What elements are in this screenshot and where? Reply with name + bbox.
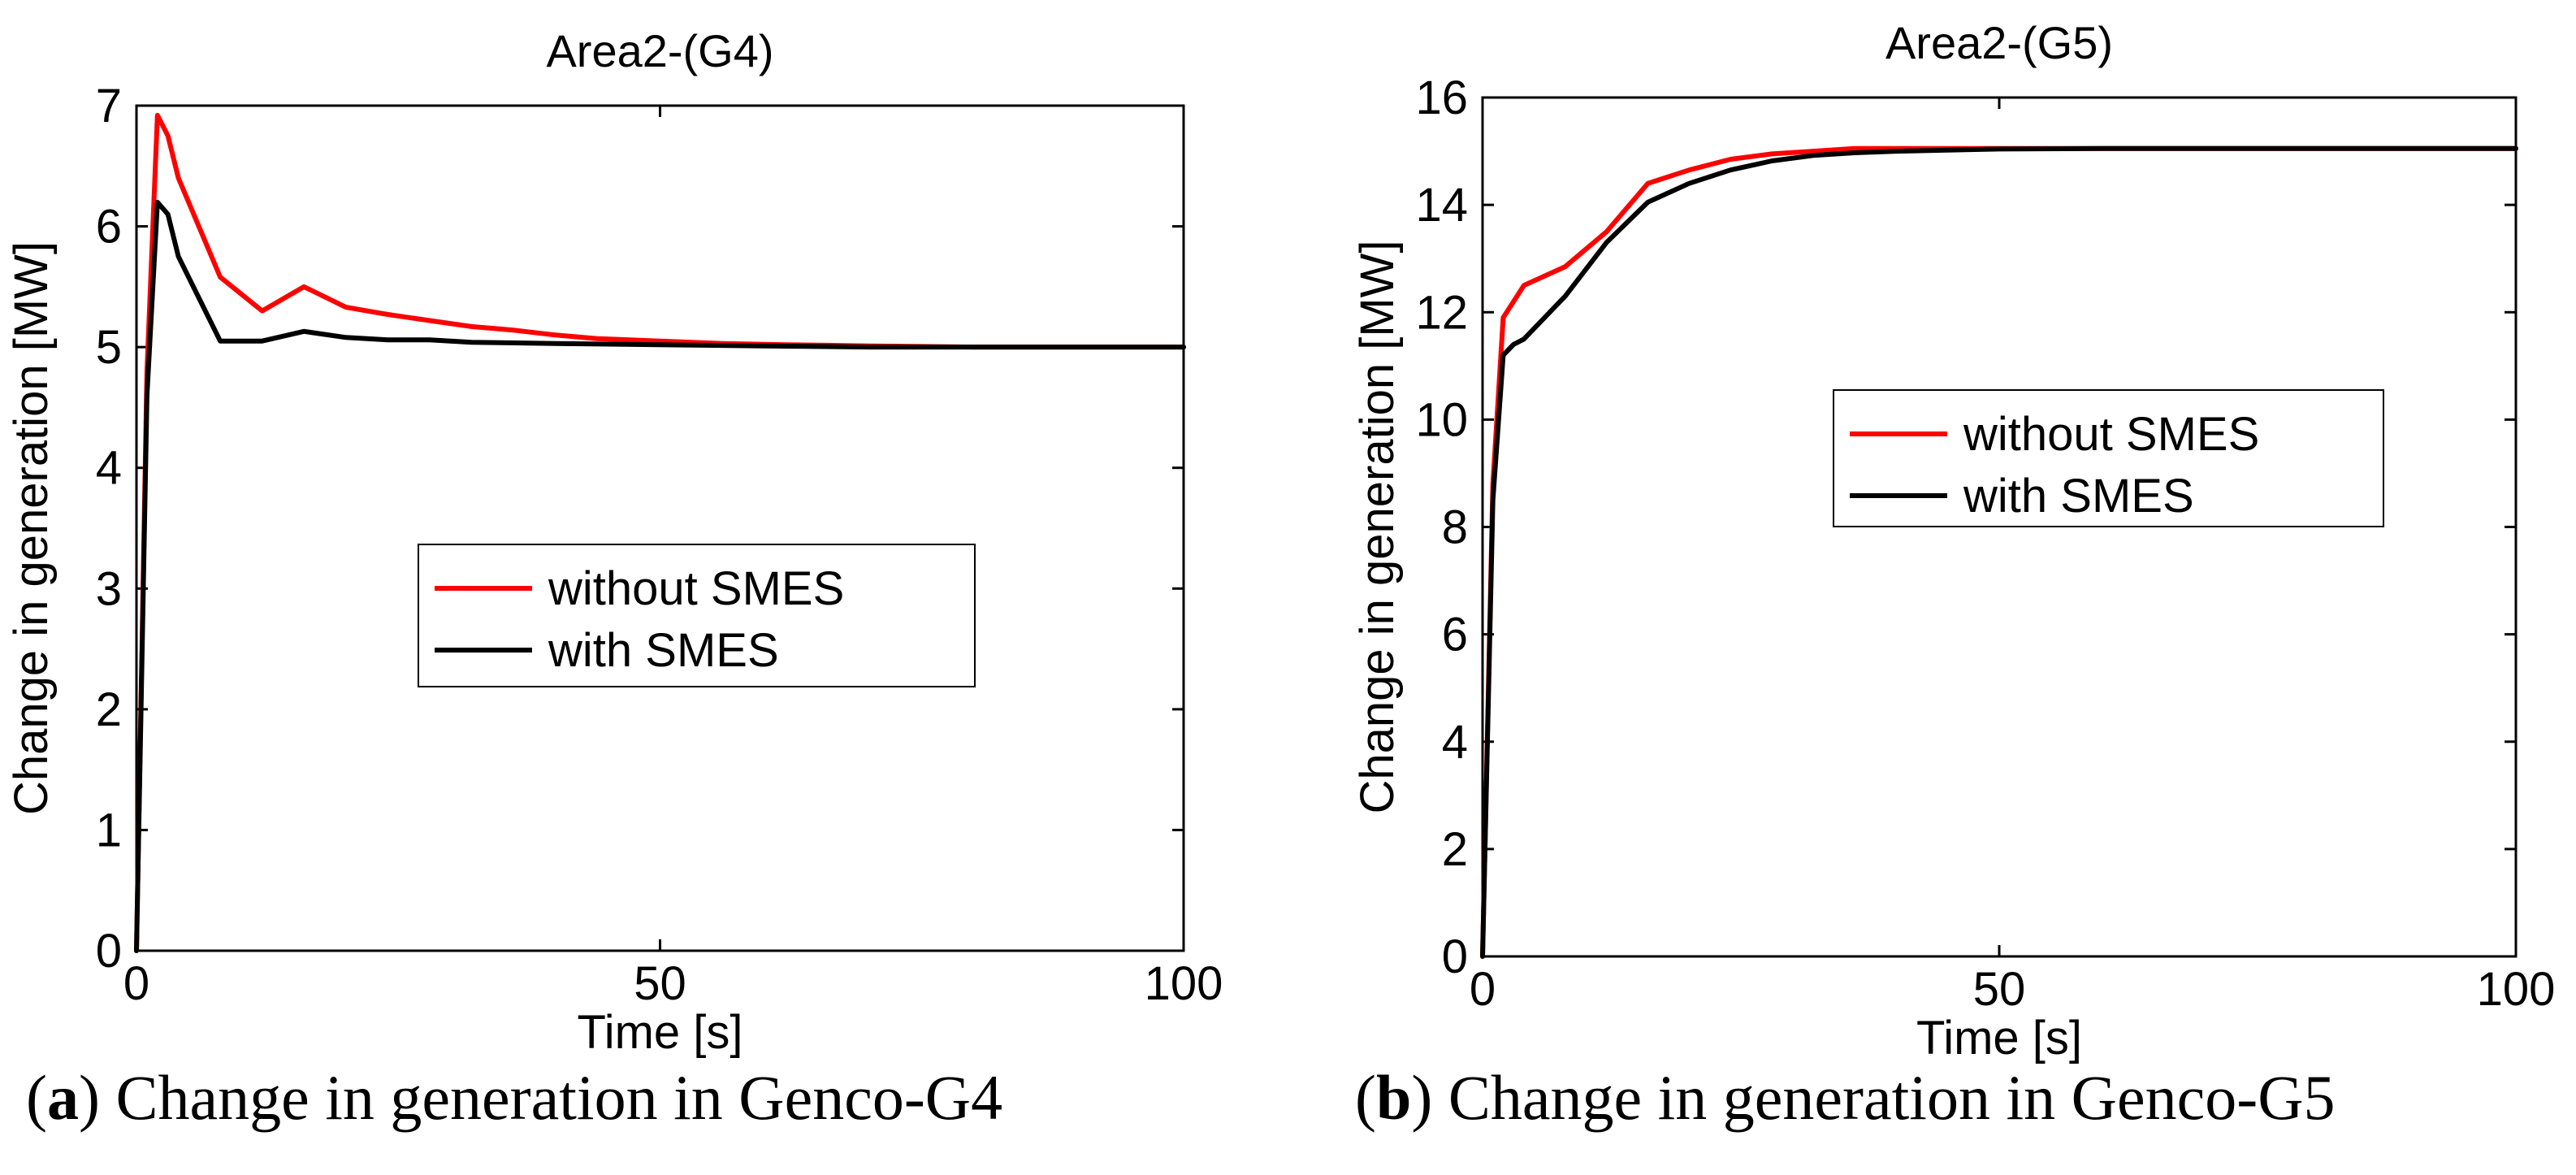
chart-2-legend-label: with SMES	[1963, 470, 2194, 522]
chart-2-xtick-label: 100	[2477, 963, 2556, 1016]
chart-1-xtick-label: 0	[123, 957, 149, 1010]
chart-2-ytick-label: 16	[1415, 72, 1468, 124]
chart-1-ytick-label: 3	[96, 562, 122, 615]
chart-1-legend-label: without SMES	[548, 562, 844, 615]
chart-2-legend-label: without SMES	[1963, 408, 2259, 461]
chart-1-plot-frame	[135, 104, 1185, 952]
chart-1-xtick-label: 50	[634, 957, 686, 1010]
chart-2-ylabel: Change in generation [MW]	[1351, 240, 1404, 813]
chart-1: 0 1 2 3 4 5 6 7 0 50 100 Area2-(G4) Time [s] Change i…	[5, 25, 1223, 1059]
chart-1-series-with-smes	[134, 199, 1186, 953]
caption-b: (b) Change in generation in Genco-G5	[1355, 1062, 2336, 1133]
chart-1-legend-label: with SMES	[548, 624, 779, 677]
chart-2-ytick-label: 8	[1442, 501, 1468, 554]
chart-1-title: Area2-(G4)	[546, 25, 773, 76]
chart-2-ytick-label: 2	[1442, 823, 1468, 876]
chart-1-xlabel: Time [s]	[577, 1006, 742, 1059]
chart-1-xtick-label: 100	[1145, 957, 1223, 1010]
chart-2-ytick-label: 14	[1415, 179, 1468, 232]
chart-1-ytick-label: 4	[96, 442, 122, 495]
chart-2-ytick-label: 6	[1442, 609, 1468, 661]
chart-1-ytick-label: 6	[96, 201, 122, 254]
chart-2-title: Area2-(G5)	[1885, 17, 2113, 68]
chart-2-ytick-label: 0	[1442, 930, 1468, 983]
chart-2-legend-box	[1833, 389, 2384, 527]
chart-2-xtick-label: 50	[1973, 963, 2026, 1016]
chart-2-ytick-label: 10	[1415, 393, 1468, 446]
chart-1-ytick-label: 1	[96, 804, 122, 856]
chart-2-ytick-label: 4	[1442, 716, 1468, 769]
chart-2-xtick-label: 0	[1470, 963, 1496, 1016]
caption-a: (a) Change in generation in Genco-G4	[26, 1062, 1003, 1133]
chart-1-legend-box	[418, 544, 976, 687]
chart-1-ytick-label: 2	[96, 683, 122, 736]
chart-2-series-with-smes	[1480, 145, 2518, 959]
chart-2: 0 2 4 6 8 10 12 14 16 0 50 100 Area2-(G5) Time [s] Cha…	[1351, 17, 2555, 1064]
chart-1-ytick-label: 0	[96, 925, 122, 978]
chart-2-xlabel: Time [s]	[1916, 1012, 2082, 1064]
chart-1-ytick-label: 5	[96, 321, 122, 374]
chart-1-ytick-label: 7	[96, 80, 122, 132]
chart-1-ylabel: Change in generation [MW]	[5, 241, 58, 815]
chart-2-ytick-label: 12	[1415, 286, 1468, 339]
